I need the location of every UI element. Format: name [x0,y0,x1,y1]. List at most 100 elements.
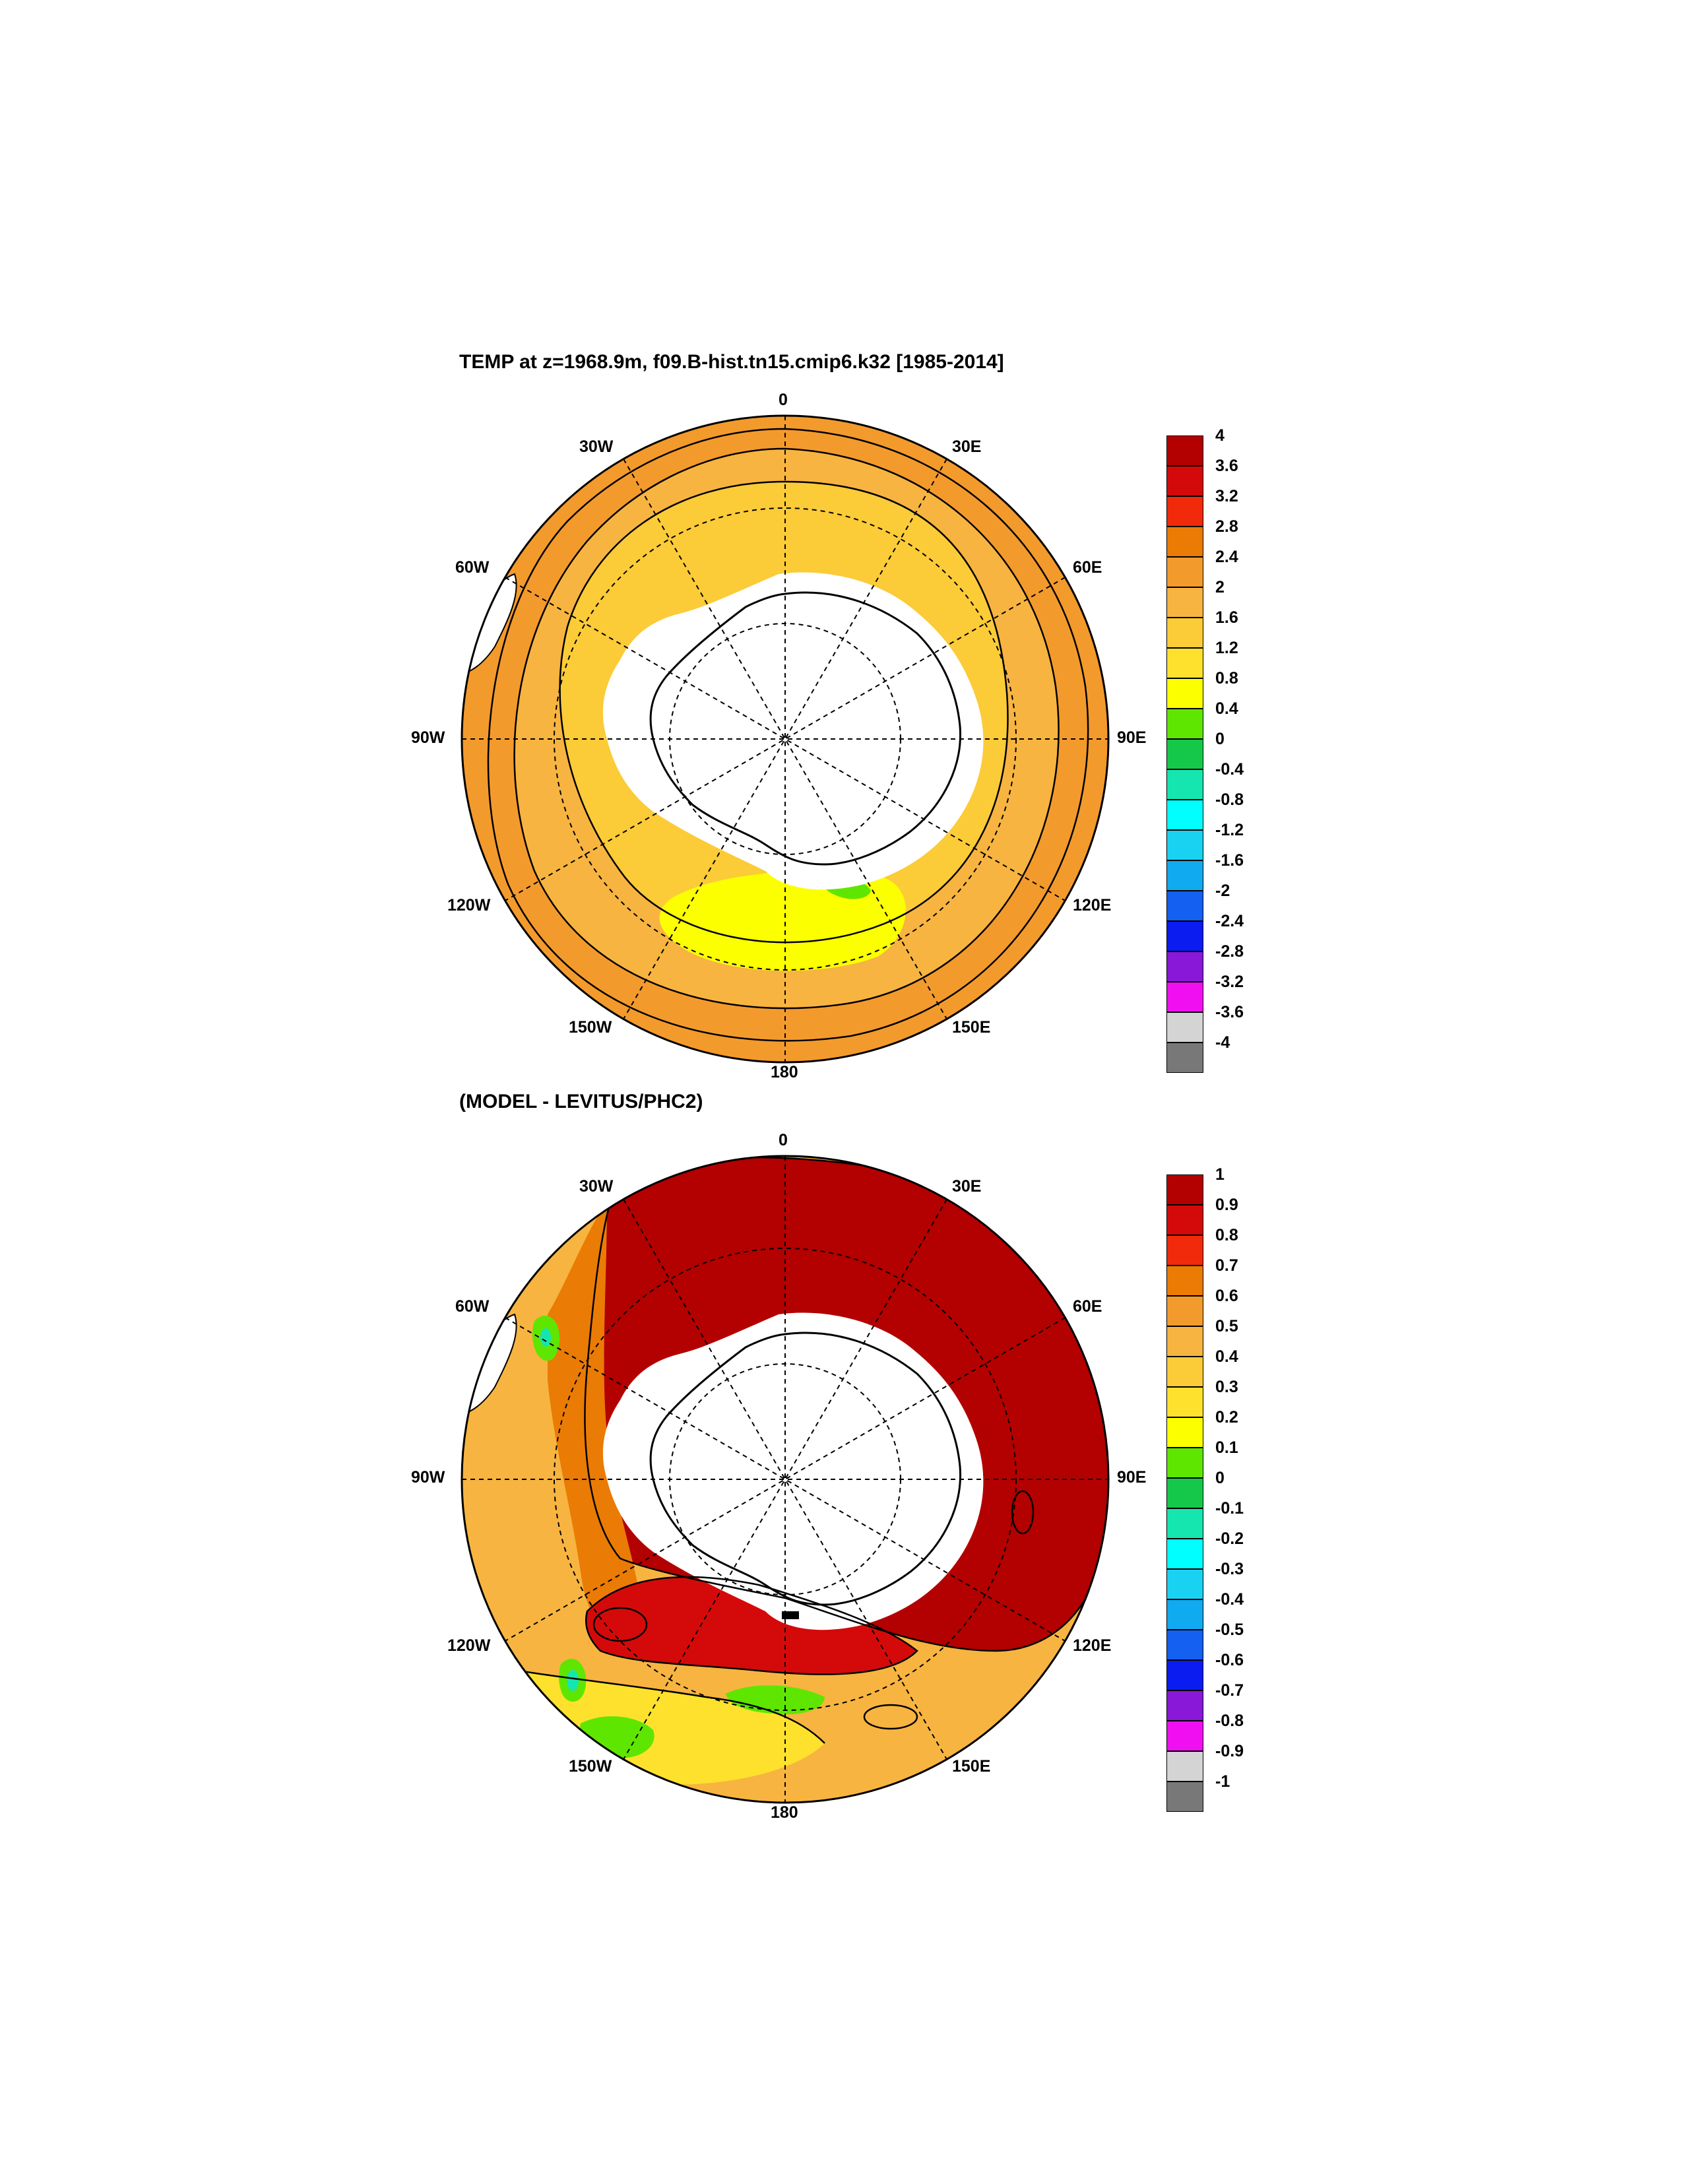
colorbar_top-swatch [1166,496,1203,527]
top-lon-label-90w: 90W [411,728,445,747]
colorbar_bottom-label: -0.3 [1215,1560,1244,1578]
colorbar_bottom-label: 0.9 [1215,1196,1238,1214]
colorbar_bottom-swatch [1166,1174,1203,1205]
top-lon-label-0: 0 [779,391,788,409]
colorbar_top-label: 3.2 [1215,487,1238,505]
top-lon-label-30e: 30E [952,437,982,456]
colorbar_bottom-label: 0.3 [1215,1378,1238,1396]
bottom-cyan-core-chile [540,1328,551,1347]
bottom-polar-map [461,1155,1110,1804]
bottom-map-title: (MODEL - LEVITUS/PHC2) [459,1091,703,1112]
colorbar_top-swatch [1166,1043,1203,1073]
colorbar_bottom-swatch [1166,1448,1203,1478]
top-lon-label-60w: 60W [455,558,490,577]
colorbar_bottom-label: 0.1 [1215,1438,1238,1457]
top-lon-label-120w: 120W [447,896,491,915]
colorbar_bottom-label: -0.8 [1215,1712,1244,1730]
colorbar_bottom-swatch [1166,1478,1203,1508]
colorbar_top-swatch [1166,587,1203,618]
colorbar_bottom-label: 0.5 [1215,1317,1238,1335]
colorbar_top-swatch [1166,921,1203,951]
colorbar_top-swatch [1166,951,1203,982]
colorbar_bottom-label: -0.4 [1215,1590,1244,1609]
colorbar_top-swatch [1166,709,1203,739]
top-lon-label-60e: 60E [1073,558,1102,577]
colorbar_bottom-label: 0.4 [1215,1347,1238,1366]
bottom-lon-label-30w: 30W [579,1177,614,1196]
colorbar_bottom-swatch [1166,1266,1203,1296]
colorbar_bottom-swatch [1166,1721,1203,1751]
colorbar_bottom-label: 0.7 [1215,1256,1238,1275]
colorbar_bottom-swatch [1166,1326,1203,1357]
colorbar_bottom-swatch [1166,1205,1203,1235]
bottom-lon-label-60e: 60E [1073,1297,1102,1316]
colorbar_top-swatch [1166,1012,1203,1043]
colorbar_top-label: -2 [1215,882,1230,900]
top-map-title: TEMP at z=1968.9m, f09.B-hist.tn15.cmip6… [459,351,1004,373]
colorbar_bottom-label: -1 [1215,1772,1230,1791]
bottom-colorbar: 1 0.9 0.8 0.7 0.6 0.5 0.4 0.3 0.2 0.1 0 -0.1 -0.2 -0.… [1166,1166,1298,1812]
colorbar_top-swatch [1166,982,1203,1012]
colorbar_top-label: -1.6 [1215,851,1244,870]
bottom-lon-label-60w: 60W [455,1297,490,1316]
colorbar_top-label: -0.8 [1215,790,1244,809]
colorbar_top-label: -2.4 [1215,912,1244,930]
colorbar_top-swatch [1166,435,1203,466]
bottom-red-ross-region [586,1577,917,1675]
colorbar_bottom-swatch [1166,1630,1203,1660]
colorbar_bottom-label: 0.2 [1215,1408,1238,1427]
top-lon-label-30w: 30W [579,437,614,456]
colorbar_top-swatch [1166,648,1203,678]
top-lon-label-150e: 150E [952,1018,991,1037]
top-polar-map [461,414,1110,1064]
bottom-cyan-core-west [567,1670,579,1691]
colorbar_top-swatch [1166,527,1203,557]
colorbar_top-label: 1.6 [1215,608,1238,627]
colorbar_bottom-label: -0.2 [1215,1529,1244,1548]
colorbar_bottom-swatch [1166,1782,1203,1812]
colorbar_bottom-swatch [1166,1690,1203,1721]
bottom-lon-label-90e: 90E [1117,1468,1147,1487]
top-lon-label-120e: 120E [1073,896,1112,915]
bottom-lon-label-150e: 150E [952,1757,991,1776]
colorbar_top-swatch [1166,557,1203,587]
colorbar_top-swatch [1166,860,1203,891]
colorbar_top-swatch [1166,739,1203,769]
bottom-lon-label-150w: 150W [569,1757,612,1776]
bottom-lon-label-30e: 30E [952,1177,982,1196]
colorbar_top-label: -3.6 [1215,1003,1244,1021]
colorbar_top-label: -0.4 [1215,760,1244,779]
colorbar_bottom-swatch [1166,1417,1203,1448]
colorbar_top-label: 2 [1215,578,1225,596]
bottom-orange-west-region [548,1202,643,1651]
bottom-antarctica-landmass [602,1312,984,1630]
colorbar_top-label: 4 [1215,426,1225,445]
colorbar_top-swatch [1166,618,1203,648]
colorbar_top-label: 3.6 [1215,457,1238,475]
colorbar_top-label: 1.2 [1215,639,1238,657]
colorbar_bottom-swatch [1166,1569,1203,1599]
bottom-lon-label-180: 180 [771,1803,798,1822]
colorbar_top-swatch [1166,830,1203,860]
bottom-lon-label-0: 0 [779,1131,788,1149]
colorbar_top-label: -2.8 [1215,942,1244,961]
bottom-black-patch [782,1611,799,1619]
colorbar_top-label: -1.2 [1215,821,1244,839]
colorbar_bottom-swatch [1166,1296,1203,1326]
colorbar_top-label: -3.2 [1215,973,1244,991]
bottom-lon-label-120w: 120W [447,1636,491,1655]
colorbar_bottom-label: -0.6 [1215,1651,1244,1669]
colorbar_bottom-swatch [1166,1508,1203,1539]
top-lon-label-150w: 150W [569,1018,612,1037]
colorbar_bottom-swatch [1166,1357,1203,1387]
colorbar_bottom-label: -0.5 [1215,1621,1244,1639]
colorbar_bottom-label: 0.8 [1215,1226,1238,1244]
colorbar_top-swatch [1166,891,1203,921]
colorbar_top-label: 0.4 [1215,699,1238,718]
colorbar_bottom-swatch [1166,1660,1203,1690]
colorbar_bottom-swatch [1166,1599,1203,1630]
bottom-lon-label-90w: 90W [411,1468,445,1487]
top-colorbar: 4 3.6 3.2 2.8 2.4 2 1.6 1.2 0.8 0.4 0 -0.4 -0.8 -1.2 -… [1166,427,1298,1073]
colorbar_top-label: 0 [1215,730,1225,748]
colorbar_top-swatch [1166,769,1203,800]
